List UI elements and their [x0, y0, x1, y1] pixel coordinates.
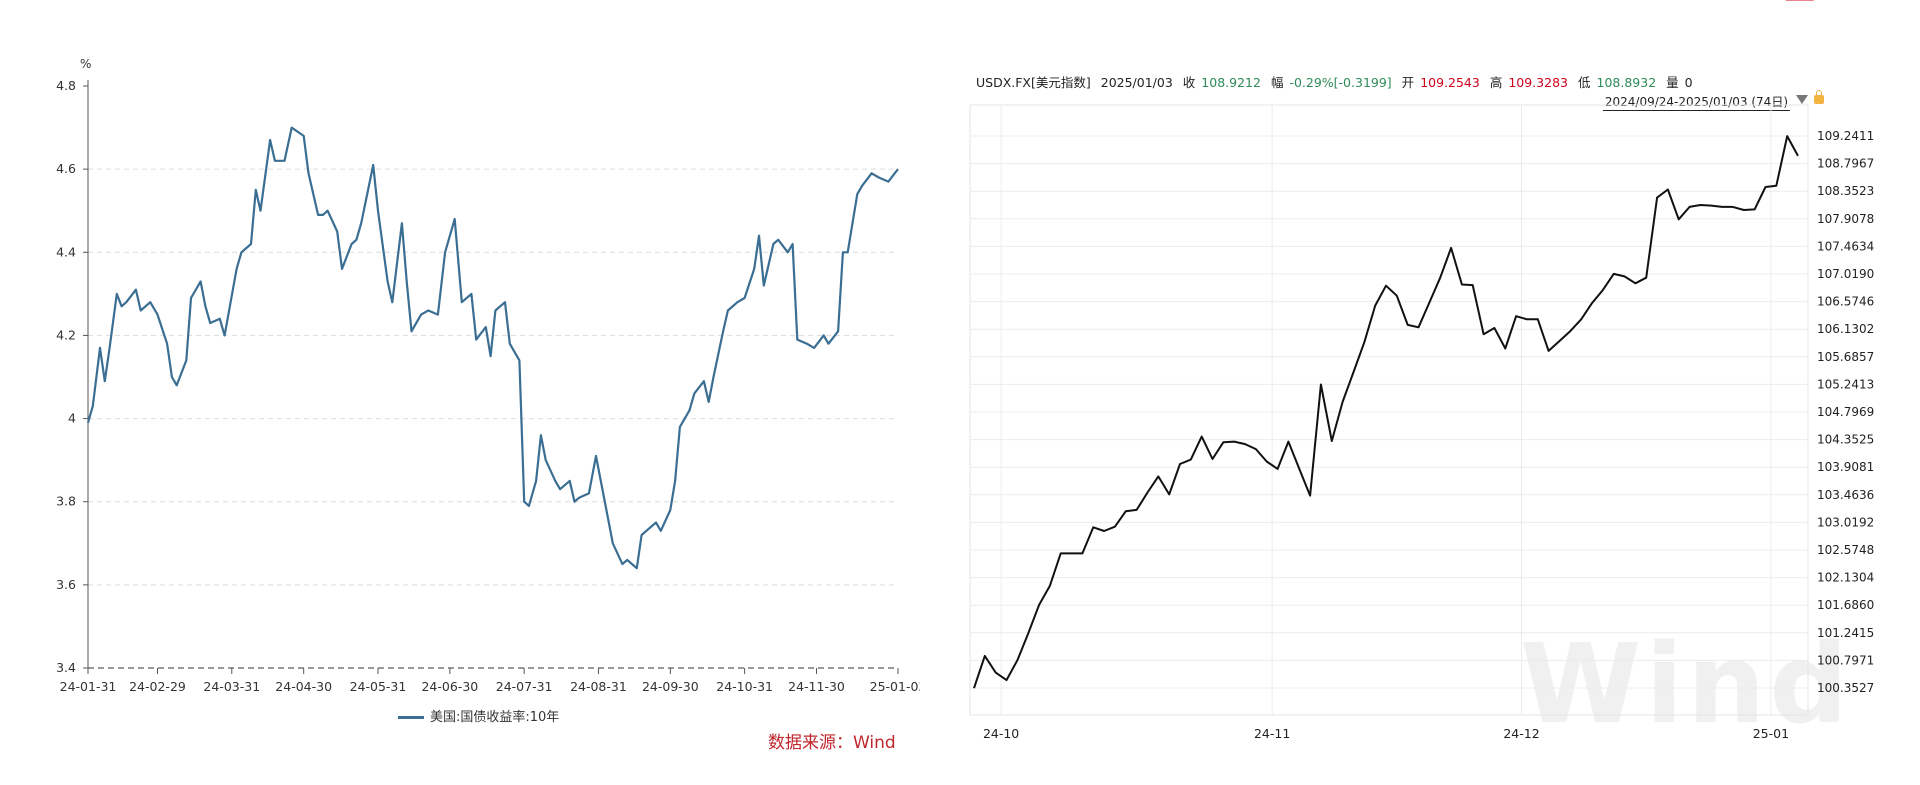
y-tick-label: 107.0190: [1817, 267, 1874, 281]
x-tick-label: 24-12: [1503, 726, 1539, 741]
x-tick-label: 24-02-29: [129, 679, 186, 694]
open-value: 109.2543: [1420, 75, 1480, 90]
y-tick-label: 108.7967: [1817, 157, 1874, 171]
y-tick-label: 108.3523: [1817, 184, 1874, 198]
open-label: 开: [1401, 75, 1415, 90]
x-tick-label: 24-11-30: [788, 679, 845, 694]
x-tick-label: 24-07-31: [496, 679, 553, 694]
change-label: 幅: [1270, 75, 1284, 90]
usd-index-chart: 109.2411 108.7967 108.3523 107.9078 107.4634…: [969, 0, 1874, 741]
y-tick-label: 3.8: [56, 494, 76, 509]
y-tick-label: 107.9078: [1817, 212, 1874, 226]
y-tick-label: 104.7969: [1817, 405, 1874, 419]
plot-frame: [969, 104, 1809, 716]
low-value: 108.8932: [1596, 75, 1657, 90]
low-label: 低: [1577, 75, 1591, 90]
y-tick-label: 106.5746: [1817, 295, 1874, 309]
close-label: 收: [1182, 75, 1196, 90]
high-value: 109.3283: [1508, 75, 1568, 90]
y-tick-label: 4.8: [56, 78, 76, 93]
y-tick-label: 102.5748: [1817, 543, 1874, 557]
y-tick-label: 4: [68, 411, 76, 426]
treasury-yield-panel: % 4.8 4.6 4.4 4.2 4 3.8 3.6 3.4 24-01-31 24-02-29 2…: [0, 0, 926, 785]
usd-index-panel: USDX.FX[美元指数] 2025/01/03 收 108.9212 幅 -0.2…: [960, 0, 1920, 785]
x-tick-label: 25-01-03: [870, 679, 920, 694]
x-tick-label: 24-05-31: [350, 679, 407, 694]
y-tick-label: 106.1302: [1817, 322, 1874, 336]
y-tick-label: 105.2413: [1817, 377, 1874, 391]
y-tick-label: 103.9081: [1817, 460, 1874, 474]
y-tick-label: 104.3525: [1817, 433, 1874, 447]
lock-icon[interactable]: [1814, 90, 1824, 104]
series-line-usd-index: [973, 135, 1799, 689]
y-tick-label: 103.0192: [1817, 515, 1874, 529]
x-tick-label: 24-01-31: [60, 679, 117, 694]
close-value: 108.9212: [1201, 75, 1261, 90]
y-unit-label: %: [80, 57, 91, 71]
y-tick-label: 3.6: [56, 577, 76, 592]
legend[interactable]: 美国:国债收益率:10年: [398, 706, 559, 725]
legend-label: 美国:国债收益率:10年: [430, 710, 560, 725]
max-value-label: 109.2411: [1727, 0, 1782, 3]
symbol-label: USDX.FX[美元指数]: [976, 75, 1091, 90]
y-tick-label: 4.2: [56, 327, 76, 342]
data-source-label: 数据来源：Wind: [768, 733, 896, 753]
treasury-yield-chart: % 4.8 4.6 4.4 4.2 4 3.8 3.6 3.4 24-01-31 24-02-29 2…: [56, 57, 926, 694]
x-tick-label: 24-03-31: [203, 679, 260, 694]
y-tick-label: 103.4636: [1817, 488, 1874, 502]
x-tick-label: 24-06-30: [421, 679, 478, 694]
y-tick-label: 100.3527: [1817, 681, 1874, 695]
dropdown-arrow-icon[interactable]: [1796, 95, 1808, 104]
y-tick-label: 101.6860: [1817, 598, 1874, 612]
x-tick-label: 25-01: [1753, 726, 1789, 741]
x-tick-label: 24-04-30: [275, 679, 332, 694]
y-tick-label: 4.4: [56, 244, 76, 259]
y-tick-label: 101.2415: [1817, 626, 1874, 640]
x-tick-label: 24-10: [983, 726, 1019, 741]
y-tick-label: 107.4634: [1817, 239, 1874, 253]
high-label: 高: [1489, 75, 1503, 90]
x-tick-label: 24-11: [1254, 726, 1290, 741]
x-tick-label: 24-08-31: [570, 679, 627, 694]
change-value: -0.29%[-0.3199]: [1289, 75, 1392, 90]
quote-header: USDX.FX[美元指数] 2025/01/03 收 108.9212 幅 -0.2…: [976, 72, 1699, 91]
legend-swatch: [398, 716, 424, 719]
y-tick-label: 102.1304: [1817, 571, 1874, 585]
x-tick-label: 24-09-30: [642, 679, 699, 694]
wind-watermark: Wind: [1520, 620, 1853, 748]
y-tick-label: 3.4: [56, 660, 76, 675]
y-tick-label: 105.6857: [1817, 350, 1874, 364]
volume-label: 量: [1666, 75, 1679, 90]
y-tick-label: 109.2411: [1817, 129, 1874, 143]
y-tick-label: 100.7971: [1817, 653, 1874, 667]
series-line-treasury-10y: [86, 126, 899, 570]
date-label: 2025/01/03: [1100, 75, 1173, 90]
y-tick-label: 4.6: [56, 161, 76, 176]
volume-value: 0: [1684, 75, 1693, 90]
x-tick-label: 24-10-31: [716, 679, 773, 694]
